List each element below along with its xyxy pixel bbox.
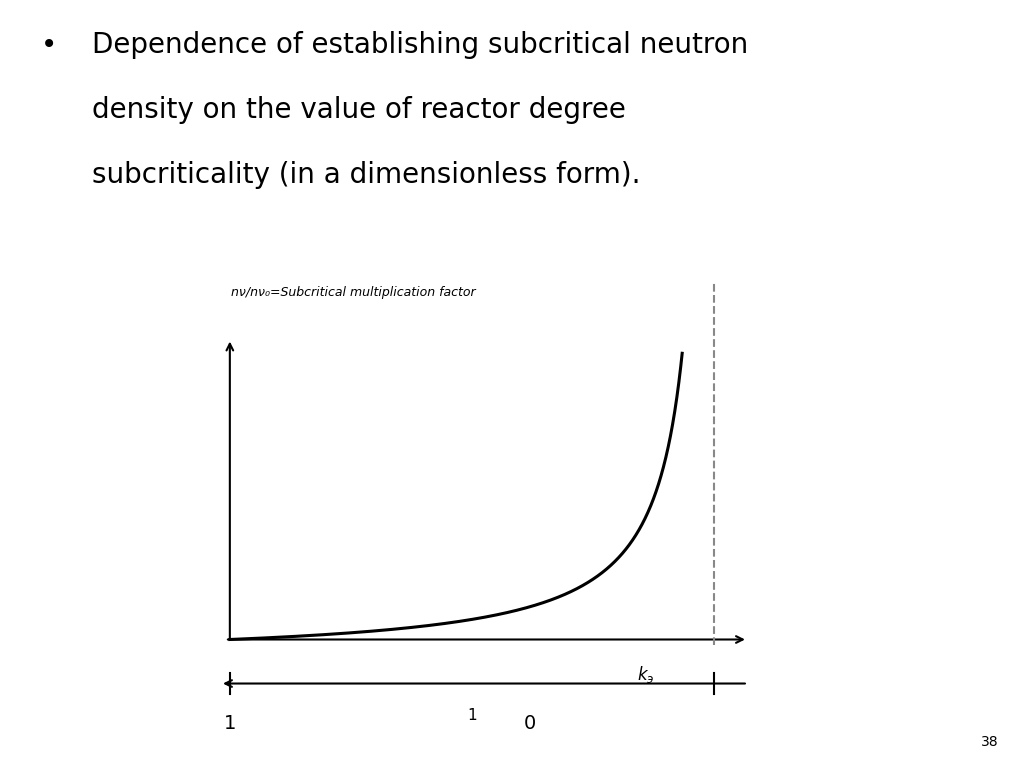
Text: Dependence of establishing subcritical neutron: Dependence of establishing subcritical n…	[92, 31, 749, 58]
Text: •: •	[41, 31, 57, 58]
Text: 38: 38	[981, 735, 998, 749]
Text: nν/nν₀=Subcritical multiplication factor: nν/nν₀=Subcritical multiplication factor	[230, 286, 475, 299]
Text: 1: 1	[223, 714, 236, 733]
Text: density on the value of reactor degree: density on the value of reactor degree	[92, 96, 626, 124]
Text: 0: 0	[524, 714, 537, 733]
Text: 1: 1	[467, 708, 477, 723]
Text: $k_э$: $k_э$	[638, 664, 654, 685]
Text: subcriticality (in a dimensionless form).: subcriticality (in a dimensionless form)…	[92, 161, 641, 189]
